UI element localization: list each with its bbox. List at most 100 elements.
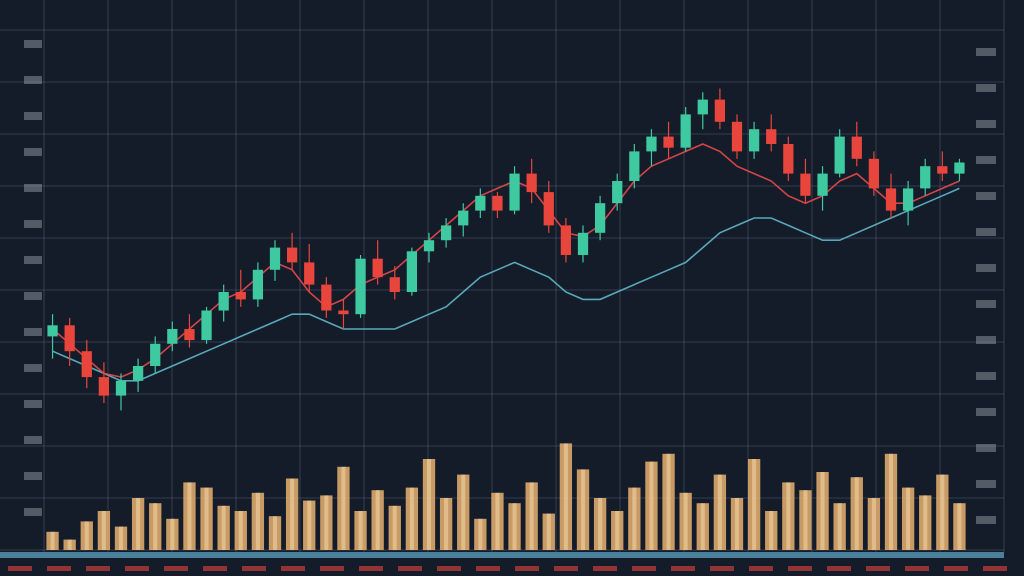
candle-body [304, 262, 315, 285]
bottom-axis-label-block [476, 566, 500, 571]
candle-body [954, 162, 965, 174]
candle-body [81, 351, 92, 378]
candle-body [748, 129, 760, 152]
bottom-axis-label-block [749, 566, 773, 571]
candle-body [269, 247, 281, 270]
left-axis-label-block [24, 436, 42, 444]
bottom-axis-label-block [320, 566, 344, 571]
left-axis-label-block [24, 148, 42, 156]
candle-body [902, 188, 914, 211]
volume-bar-highlight [803, 490, 808, 550]
volume-bar-highlight [409, 487, 414, 550]
left-axis-label-block [24, 292, 42, 300]
bottom-axis-strip [0, 552, 1004, 558]
candle-body [731, 121, 743, 152]
bottom-axis-label-block [359, 566, 383, 571]
candle-body [492, 195, 503, 211]
candle-body [338, 310, 349, 315]
right-axis-label-block [976, 192, 996, 200]
left-axis-label-block [24, 184, 42, 192]
bottom-axis-label-block [515, 566, 539, 571]
volume-bar-highlight [426, 459, 432, 550]
candle-body [714, 99, 726, 122]
volume-bar-highlight [324, 495, 329, 550]
left-axis-label-block [24, 76, 42, 84]
right-axis-label-block [976, 336, 996, 344]
left-axis-label-block [24, 328, 42, 336]
bottom-axis-label-block [47, 566, 71, 571]
right-axis-label-block [976, 480, 996, 488]
right-axis-label-block [976, 228, 996, 236]
volume-bar-highlight [221, 505, 226, 550]
candle-body [560, 225, 572, 255]
volume-bar-highlight [478, 518, 483, 550]
bottom-axis-label-block [632, 566, 656, 571]
candle-body [920, 166, 931, 189]
candle-body [184, 329, 195, 341]
volume-bar-highlight [101, 511, 106, 550]
right-axis-label-block [976, 48, 996, 56]
volume-bar-highlight [786, 482, 791, 550]
right-axis-label-block [976, 372, 996, 380]
volume-bar-highlight [666, 453, 671, 550]
grid [0, 0, 1005, 552]
right-axis-label-block [976, 444, 996, 452]
candle-body [783, 144, 794, 174]
volume-bar-highlight [272, 516, 278, 550]
volume-bar-highlight [512, 503, 517, 550]
candle-body [680, 114, 691, 148]
candle-body [201, 310, 212, 341]
bottom-axis-label-block [944, 566, 968, 571]
candle-body [218, 292, 229, 311]
bottom-axis-label-block [86, 566, 110, 571]
volume-bar-highlight [598, 498, 603, 550]
candle-body [577, 232, 589, 255]
candle-body [64, 325, 75, 352]
volume-bar-highlight [461, 474, 466, 550]
right-axis-label-block [976, 156, 996, 164]
volume-bar-highlight [358, 511, 363, 550]
volume-bar-highlight [649, 461, 654, 550]
left-axis-label-block [24, 472, 42, 480]
bottom-axis-label-block [125, 566, 149, 571]
bottom-axis-label-block [437, 566, 461, 571]
volume-bars [46, 443, 966, 550]
candle-body [98, 377, 110, 396]
volume-bar-highlight [84, 521, 89, 550]
candle-body [629, 151, 640, 181]
candle-body [286, 247, 298, 263]
volume-bar-highlight [940, 474, 945, 550]
candle-body [47, 325, 58, 337]
bottom-axis-label-block [827, 566, 851, 571]
volume-bar-highlight [752, 459, 757, 550]
bottom-axis-label-block [8, 566, 32, 571]
left-axis-label-block [24, 40, 42, 48]
volume-bar-highlight [495, 492, 500, 550]
volume-bar-highlight [187, 482, 192, 550]
volume-bar-highlight [820, 472, 825, 550]
volume-bar-highlight [529, 482, 534, 550]
candle-body [475, 195, 486, 211]
volume-bar-highlight [957, 503, 962, 550]
volume-bar-highlight [769, 511, 774, 550]
volume-bar-highlight [871, 498, 876, 550]
volume-bar-highlight [50, 531, 55, 550]
candle-body [885, 188, 897, 211]
volume-bar-highlight [632, 487, 637, 550]
left-axis-label-block [24, 400, 42, 408]
volume-bar-highlight [341, 466, 346, 550]
bottom-axis-label-block [905, 566, 929, 571]
volume-bar-highlight [67, 539, 72, 550]
candle-body [937, 166, 948, 174]
volume-bar-highlight [580, 469, 586, 550]
candle-body [423, 240, 435, 252]
left-axis-label-block [24, 508, 42, 516]
candle-body [612, 181, 623, 204]
candle-body [372, 258, 383, 278]
left-axis-label-block [24, 220, 42, 228]
bottom-axis-label-block [671, 566, 695, 571]
candle-body [115, 380, 127, 396]
candle-body [321, 284, 332, 311]
candle-body [132, 366, 144, 381]
